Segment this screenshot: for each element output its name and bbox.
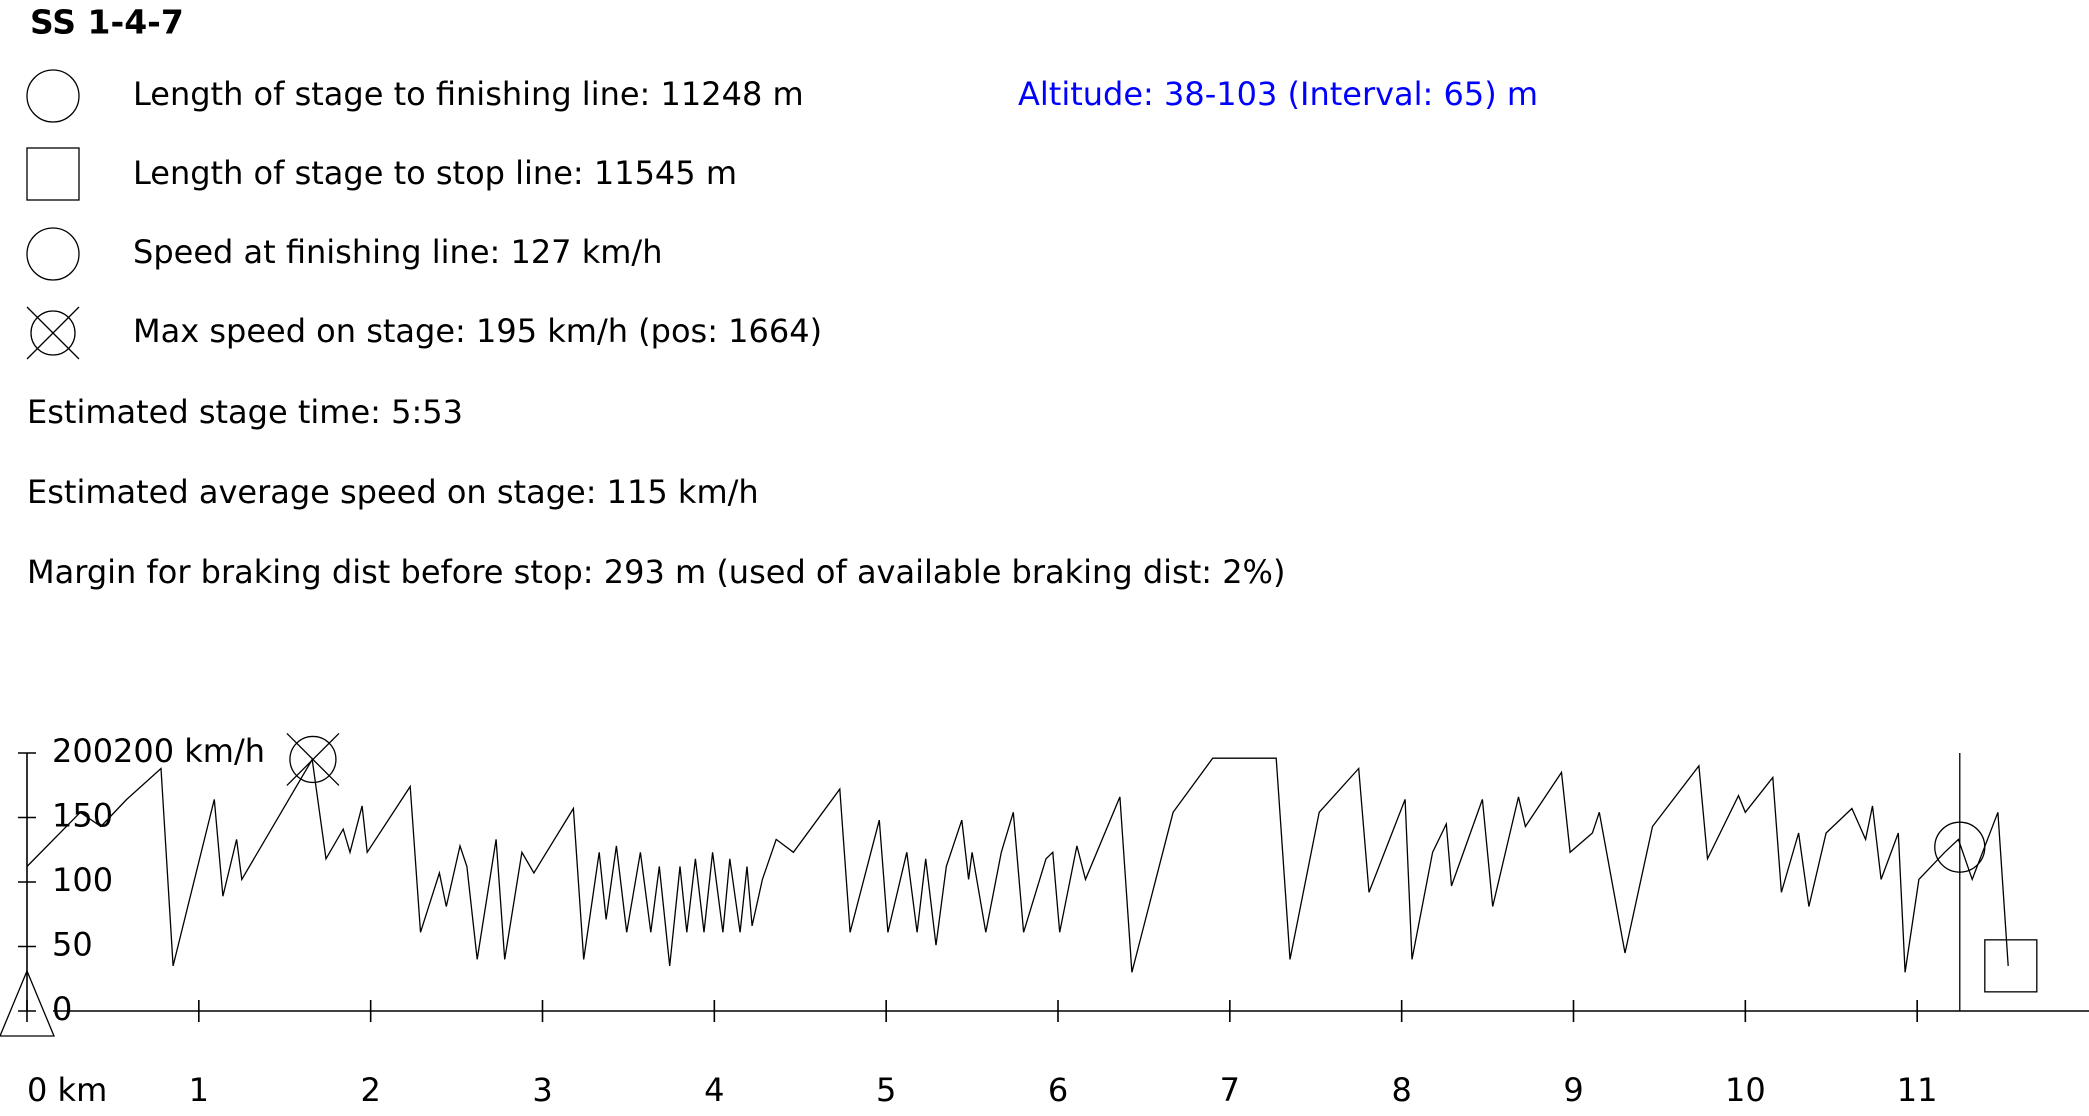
x-tick-label: 5 [876,1071,896,1109]
finish-icon [26,69,80,123]
y-tick-label: 0 [52,990,72,1028]
finish-marker [1934,821,1986,873]
x-tick-label: 7 [1220,1071,1240,1109]
stop-marker [1984,939,2038,993]
x-tick-label: 4 [704,1071,724,1109]
speed-trace [26,757,2009,973]
info-line: Estimated average speed on stage: 115 km… [27,473,759,511]
y-tick-label: 200 [52,732,113,770]
y-label-bg [113,733,288,773]
max-speed-marker [286,732,340,786]
y-tick-label: 150 [52,797,113,835]
stage-title: SS 1-4-7 [30,3,184,42]
x-tick-label: 10 [1725,1071,1766,1109]
x-tick-label: 6 [1048,1071,1068,1109]
info-line: Max speed on stage: 195 km/h (pos: 1664) [133,312,822,350]
max-speed-circle [289,735,337,784]
start-marker [0,969,55,1037]
x-tick-label: 8 [1391,1071,1411,1109]
stop-icon [26,147,80,201]
x-tick-label: 1 [189,1071,209,1109]
x-tick-label: 11 [1897,1071,1938,1109]
y-tick-label: 100 [52,861,113,899]
info-line: Estimated stage time: 5:53 [27,393,463,431]
y-axis-label: 200 km/h [113,732,265,770]
y-tick-label: 50 [52,926,93,964]
x-tick-label: 3 [532,1071,552,1109]
altitude: Altitude: 38-103 (Interval: 65) m [1018,75,1538,113]
speed-icon [26,227,80,281]
x-tick-label: 2 [360,1071,380,1109]
info-line: Speed at finishing line: 127 km/h [133,233,662,271]
max-speed-icon [26,306,80,360]
info-line: Length of stage to stop line: 11545 m [133,154,737,192]
info-line: Margin for braking dist before stop: 293… [27,553,1285,591]
max-speed-cross [286,732,340,786]
x-tick-label: 0 km [27,1071,107,1109]
info-line: Length of stage to finishing line: 11248… [133,75,804,113]
x-tick-label: 9 [1563,1071,1583,1109]
